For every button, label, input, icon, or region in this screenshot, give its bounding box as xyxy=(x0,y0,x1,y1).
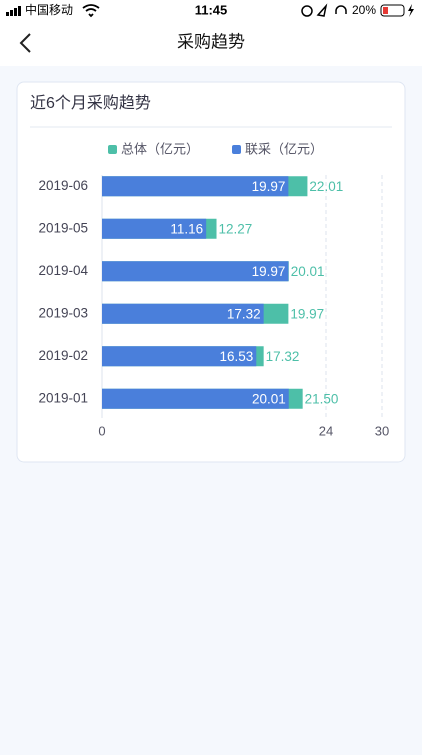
value-label: 19.97 xyxy=(290,306,324,321)
y-tick-label: 2019-01 xyxy=(38,390,88,405)
value-label: 19.97 xyxy=(252,179,286,194)
x-tick-label: 0 xyxy=(98,423,105,438)
value-label: 12.27 xyxy=(219,221,253,236)
battery-level xyxy=(383,7,388,14)
battery-text: 20% xyxy=(352,3,376,17)
signal-icon xyxy=(6,6,21,16)
status-icons xyxy=(301,3,347,17)
x-tick-label: 30 xyxy=(375,423,389,438)
bar xyxy=(102,176,289,197)
value-label: 20.01 xyxy=(252,391,286,406)
value-label: 20.01 xyxy=(291,264,325,279)
x-tick-label: 24 xyxy=(319,423,333,438)
legend-swatch xyxy=(232,145,241,154)
y-tick-label: 2019-03 xyxy=(38,305,88,320)
bar xyxy=(102,346,257,367)
nav-title: 采购趋势 xyxy=(177,32,245,51)
time: 11:45 xyxy=(195,2,228,17)
carrier: 中国移动 xyxy=(25,2,73,17)
bar xyxy=(102,218,207,239)
y-tick-label: 2019-06 xyxy=(38,178,88,193)
bar xyxy=(102,261,289,282)
value-label: 11.16 xyxy=(170,221,203,236)
battery xyxy=(380,4,405,17)
wifi-icon xyxy=(82,4,100,18)
y-tick-label: 2019-02 xyxy=(38,348,88,363)
legend-label: 联采（亿元） xyxy=(245,141,323,156)
charging-icon xyxy=(408,4,414,17)
y-tick-label: 2019-05 xyxy=(38,220,88,235)
legend-label: 总体（亿元） xyxy=(121,141,199,156)
value-label: 17.32 xyxy=(266,349,300,364)
value-label: 21.50 xyxy=(305,391,339,406)
bar xyxy=(102,303,264,324)
card-title: 近6个月采购趋势 xyxy=(30,94,151,112)
value-label: 22.01 xyxy=(309,179,343,194)
bar xyxy=(102,388,289,409)
back-button[interactable] xyxy=(19,33,31,53)
header-bg xyxy=(0,0,422,66)
legend-swatch xyxy=(108,145,117,154)
value-label: 16.53 xyxy=(219,349,253,364)
y-tick-label: 2019-04 xyxy=(38,263,88,278)
value-label: 17.32 xyxy=(227,306,261,321)
value-label: 19.97 xyxy=(252,264,286,279)
